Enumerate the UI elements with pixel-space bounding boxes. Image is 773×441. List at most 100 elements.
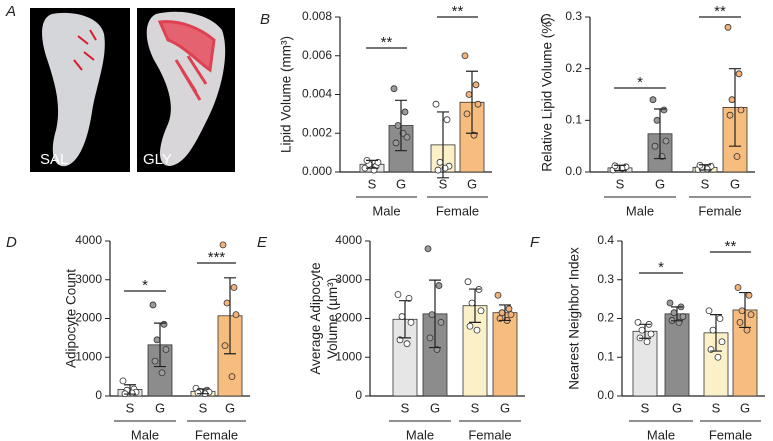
y-tick-label: 1000: [335, 349, 362, 363]
error-bar: [739, 291, 751, 329]
data-point: [153, 336, 161, 344]
data-point: [666, 299, 674, 307]
y-axis-label: Relative Lipid Volume (%): [540, 17, 555, 172]
stain: [157, 20, 216, 101]
x-tick-label: S: [641, 400, 650, 415]
data-point: [653, 116, 661, 124]
y-axis-label: Average Adipocyte: [308, 262, 323, 374]
data-point: [390, 85, 398, 93]
x-tick-label: G: [730, 176, 740, 191]
data-point: [398, 313, 406, 320]
significance-label: **: [381, 34, 393, 51]
data-point: [651, 142, 659, 150]
error-bar: [699, 164, 711, 171]
group-label: Male: [647, 427, 675, 441]
x-tick-label: S: [199, 400, 208, 415]
data-point: [426, 334, 434, 342]
panel-label: A: [5, 3, 16, 20]
error-bar: [639, 323, 651, 339]
x-tick-label: G: [430, 400, 440, 415]
data-point: [505, 305, 513, 313]
data-point: [498, 309, 506, 317]
error-bar: [614, 164, 626, 172]
x-tick-label: G: [740, 400, 750, 415]
data-point: [736, 318, 744, 326]
data-point: [461, 52, 469, 60]
data-point: [463, 110, 471, 118]
x-tick-label: S: [712, 400, 721, 415]
data-point: [443, 116, 451, 124]
stain: [73, 29, 97, 71]
data-point: [733, 153, 741, 160]
error-bar: [437, 111, 449, 179]
y-tick-label: 0.4: [597, 233, 614, 247]
y-tick-label: 0.2: [597, 311, 614, 325]
x-tick-label: G: [396, 176, 406, 191]
data-point: [403, 133, 411, 141]
data-point: [647, 330, 655, 338]
data-point: [724, 23, 732, 31]
group-label: Female: [709, 427, 752, 441]
data-point: [507, 311, 515, 319]
x-tick-label: G: [655, 176, 665, 191]
data-point: [221, 342, 229, 350]
panel-label: C: [540, 11, 551, 28]
y-tick-label: 3000: [335, 272, 362, 286]
data-point: [726, 111, 734, 119]
error-bar: [224, 277, 236, 355]
data-point: [194, 389, 202, 397]
x-tick-label: S: [368, 176, 377, 191]
data-point: [747, 311, 755, 319]
error-bar: [197, 388, 209, 395]
data-point: [232, 311, 240, 319]
group-label: Male: [131, 427, 159, 441]
data-point: [230, 284, 238, 291]
data-point: [228, 373, 236, 381]
data-point: [394, 122, 402, 129]
x-tick-label: G: [672, 400, 682, 415]
error-bar: [399, 300, 411, 339]
data-point: [160, 320, 168, 328]
y-axis-label: Volume (µm³): [325, 278, 340, 359]
x-tick-label: S: [439, 176, 448, 191]
x-tick-label: G: [225, 400, 235, 415]
data-point: [477, 307, 485, 315]
data-point: [434, 166, 442, 174]
data-point: [643, 338, 651, 346]
data-point: [151, 357, 159, 365]
panel-label: B: [260, 11, 270, 28]
y-tick-label: 0: [355, 388, 362, 402]
error-bar: [710, 314, 722, 352]
y-tick-label: 0.0: [597, 388, 614, 402]
y-tick-label: 3000: [75, 272, 102, 286]
panel-label: F: [530, 234, 540, 251]
data-point: [737, 106, 745, 114]
data-point: [465, 91, 473, 98]
significance-label: *: [142, 277, 148, 294]
data-point: [709, 326, 717, 334]
bar: [492, 312, 518, 397]
data-point: [407, 318, 415, 326]
error-bar: [366, 159, 378, 169]
y-tick-label: 1000: [75, 349, 102, 363]
data-point: [716, 315, 724, 322]
significance-label: **: [452, 3, 464, 20]
x-tick-label: S: [471, 400, 480, 415]
error-bar: [729, 68, 741, 147]
y-tick-label: 0.000: [302, 164, 332, 178]
data-point: [728, 96, 736, 104]
data-point: [432, 100, 440, 108]
error-bar: [499, 304, 511, 322]
data-point: [660, 106, 668, 114]
significance-label: *: [658, 259, 664, 276]
error-bar: [469, 288, 481, 323]
data-point: [705, 307, 713, 315]
tissue: [42, 12, 105, 167]
data-point: [745, 291, 753, 299]
x-tick-label: G: [500, 400, 510, 415]
group-label: Male: [626, 203, 654, 218]
data-point: [743, 326, 751, 334]
data-point: [714, 353, 722, 361]
x-tick-label: S: [616, 176, 625, 191]
